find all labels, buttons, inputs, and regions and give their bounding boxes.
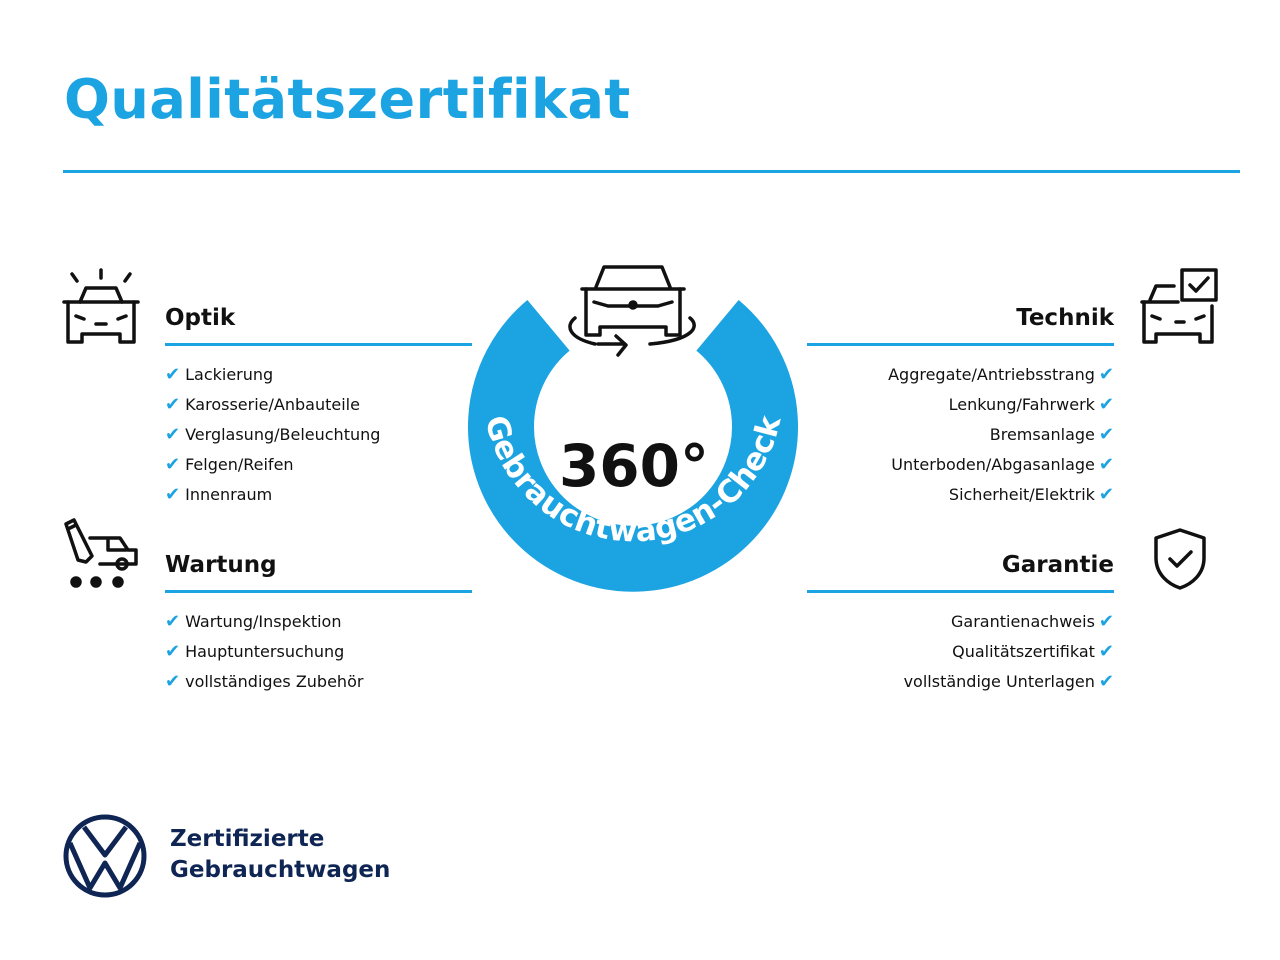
check-icon: ✔: [165, 611, 181, 632]
list-item: ✔ Karosserie/Anbauteile: [165, 394, 360, 415]
section-heading: Garantie: [1001, 552, 1114, 578]
section-divider: [165, 590, 472, 593]
list-item: vollständige Unterlagen ✔: [903, 671, 1114, 692]
section-heading: Optik: [165, 305, 236, 331]
section-divider: [807, 590, 1114, 593]
footer-line-2: Gebrauchtwagen: [170, 857, 391, 883]
list-item: Qualitätszertifikat ✔: [952, 641, 1114, 662]
section-optik: Optik ✔ Lackierung ✔ Karosserie/Anbauteile…: [165, 303, 472, 510]
badge-ring: [468, 299, 798, 592]
check-icon: ✔: [165, 641, 181, 662]
list-item: ✔ Verglasung/Beleuchtung: [165, 424, 381, 445]
check-icon: ✔: [1098, 364, 1114, 385]
check-icon: ✔: [165, 364, 181, 385]
maintenance-cart-icon: [64, 518, 138, 588]
list-item: ✔ Hauptuntersuchung: [165, 641, 345, 662]
check-icon: ✔: [1098, 484, 1114, 505]
360-check-badge: Gebrauchtwagen-Check 360°: [468, 265, 798, 592]
section-divider: [165, 343, 472, 346]
check-icon: ✔: [165, 671, 181, 692]
check-icon: ✔: [1098, 641, 1114, 662]
list-item: Lenkung/Fahrwerk ✔: [948, 394, 1114, 415]
section-technik: Technik Aggregate/Antriebsstrang ✔ Lenkun…: [807, 303, 1114, 510]
list-item: ✔ Innenraum: [165, 484, 273, 505]
check-icon: ✔: [165, 484, 181, 505]
list-item: Garantienachweis ✔: [951, 611, 1114, 632]
car-checklist-icon: [1140, 268, 1218, 344]
list-item: Bremsanlage ✔: [989, 424, 1114, 445]
check-icon: ✔: [165, 424, 181, 445]
list-item: ✔ vollständiges Zubehör: [165, 671, 364, 692]
section-wartung: Wartung ✔ Wartung/Inspektion ✔ Hauptunters…: [165, 550, 472, 697]
car-lights-icon: [62, 268, 140, 344]
list-item: ✔ Wartung/Inspektion: [165, 611, 342, 632]
check-icon: ✔: [1098, 454, 1114, 475]
footer-brand-text: Zertifizierte Gebrauchtwagen: [170, 824, 390, 886]
list-item: ✔ Felgen/Reifen: [165, 454, 294, 475]
list-item: Aggregate/Antriebsstrang ✔: [888, 364, 1114, 385]
list-item: Sicherheit/Elektrik ✔: [948, 484, 1114, 505]
badge-degrees: 360°: [559, 432, 709, 500]
footer-line-1: Zertifizierte: [170, 826, 325, 852]
section-divider: [807, 343, 1114, 346]
section-garantie: Garantie Garantienachweis ✔ Qualitätszert…: [807, 550, 1114, 697]
list-item: ✔ Lackierung: [165, 364, 274, 385]
page-title: Qualitätszertifikat: [64, 68, 631, 131]
check-icon: ✔: [1098, 424, 1114, 445]
car-rotate-icon: [568, 265, 696, 357]
section-heading: Wartung: [165, 552, 277, 578]
vw-logo: [63, 814, 147, 898]
check-icon: ✔: [165, 394, 181, 415]
title-divider: [63, 170, 1240, 173]
list-item: Unterboden/Abgasanlage ✔: [891, 454, 1114, 475]
check-icon: ✔: [165, 454, 181, 475]
check-icon: ✔: [1098, 671, 1114, 692]
shield-check-icon: [1154, 528, 1206, 590]
check-icon: ✔: [1098, 611, 1114, 632]
section-heading: Technik: [1016, 305, 1114, 331]
check-icon: ✔: [1098, 394, 1114, 415]
